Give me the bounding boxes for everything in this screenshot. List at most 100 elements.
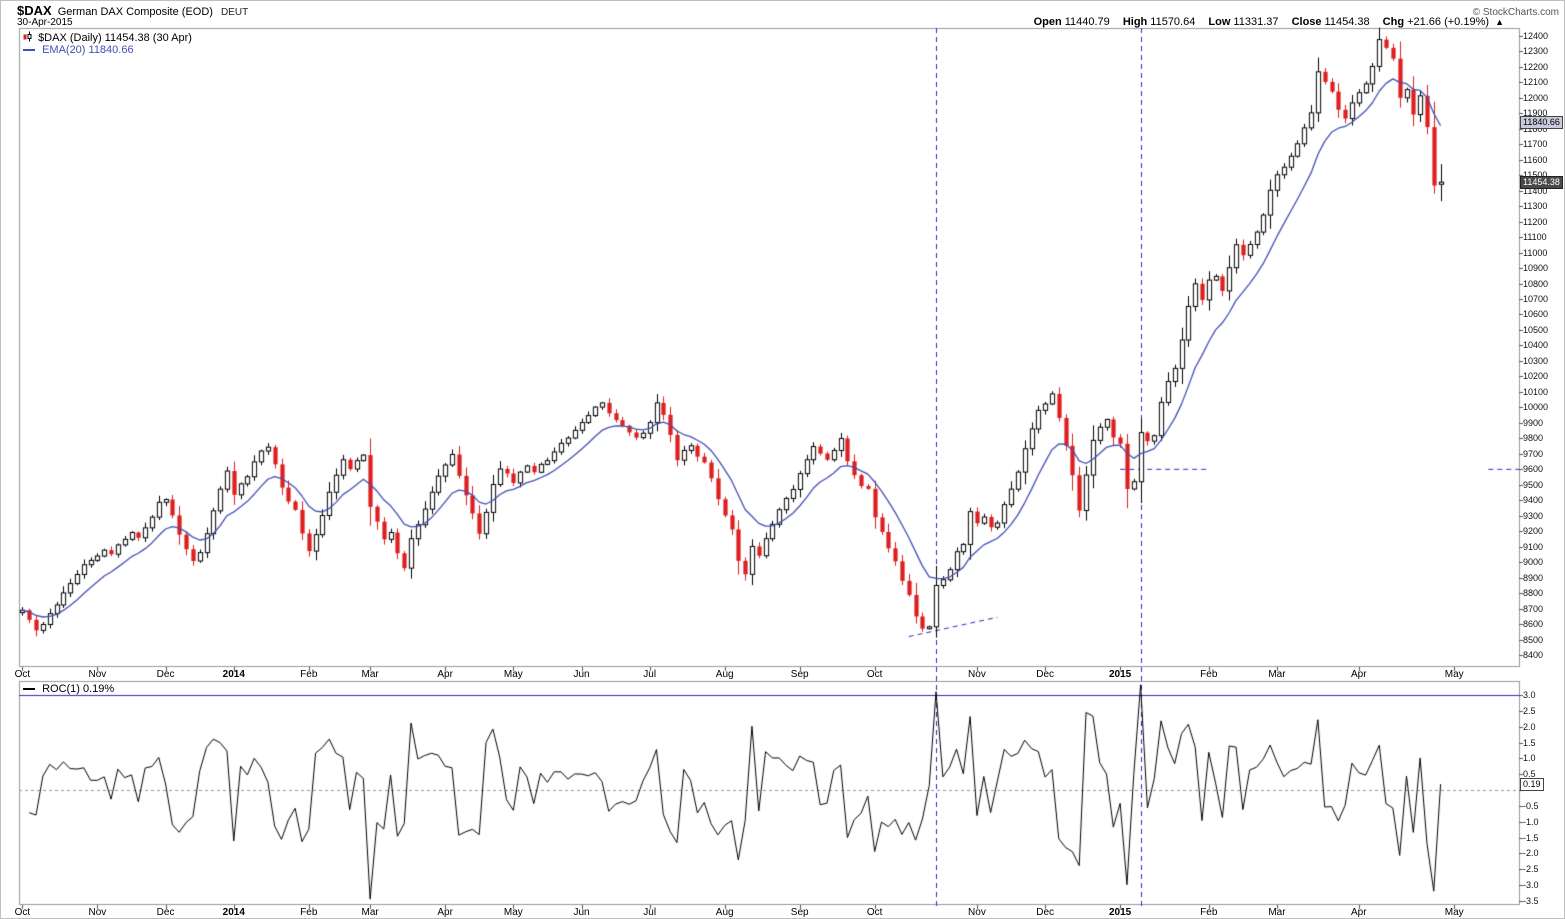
ema-line-swatch-icon: [23, 49, 35, 52]
roc-axis-tick-label: 3.0: [1523, 690, 1536, 701]
x-axis-label: Feb: [300, 669, 318, 680]
y-axis-tick-label: 12300: [1523, 46, 1549, 57]
x-axis-label: Jul: [643, 669, 657, 680]
x-axis-label: Feb: [1200, 669, 1218, 680]
chart-header: $DAX German DAX Composite (EOD) DEUT © S…: [17, 3, 1559, 18]
x-axis-label: Mar: [361, 907, 379, 918]
high-value: 11570.64: [1150, 16, 1196, 28]
x-axis-label: Dec: [156, 669, 175, 680]
y-axis-tick-label: 10000: [1523, 402, 1549, 413]
chart-date: 30-Apr-2015: [17, 17, 73, 28]
low-label: Low: [1208, 16, 1231, 28]
y-axis-tick-label: 11100: [1523, 232, 1547, 243]
x-axis-label: 2014: [222, 907, 245, 918]
y-axis-tick-label: 8700: [1523, 603, 1544, 614]
chg-label: Chg: [1382, 16, 1405, 28]
y-axis-tick-label: 12400: [1523, 30, 1549, 41]
close-value: 11454.38: [1324, 16, 1370, 28]
y-axis-tick-label: 11300: [1523, 201, 1548, 212]
open-value: 11440.79: [1064, 16, 1110, 28]
x-axis-label: Nov: [88, 907, 107, 918]
symbol-title: German DAX Composite (EOD): [57, 6, 213, 18]
x-axis-label: Aug: [715, 907, 734, 918]
x-axis-label: Nov: [88, 669, 107, 680]
ema-price-tag: 11840.66: [1520, 116, 1563, 129]
x-axis-label: Apr: [1350, 907, 1367, 918]
x-axis-label: Oct: [866, 669, 883, 680]
y-axis-tick-label: 9100: [1523, 541, 1544, 552]
y-axis-tick-label: 10600: [1523, 309, 1549, 320]
roc-axis-tick-label: -2.5: [1523, 864, 1539, 875]
x-axis-label: May: [503, 907, 523, 918]
x-axis-label: Oct: [14, 907, 31, 918]
main-legend: $DAX (Daily) 11454.38 (30 Apr): [23, 31, 192, 45]
roc-legend-label: ROC(1) 0.19%: [42, 683, 115, 695]
x-axis-label: Feb: [300, 907, 318, 918]
y-axis-tick-label: 10800: [1523, 278, 1549, 289]
ema-legend-label: EMA(20) 11840.66: [42, 44, 134, 56]
x-axis-label: Mar: [361, 669, 379, 680]
x-axis-label: Jun: [573, 907, 590, 918]
change-up-icon: ▲: [1495, 17, 1504, 27]
y-axis-tick-label: 11400: [1523, 185, 1548, 196]
high-label: High: [1122, 16, 1148, 28]
last-price-tag: 11454.38: [1520, 176, 1563, 189]
x-axis-label: May: [1444, 907, 1464, 918]
chg-value: +21.66 (+0.19%): [1407, 16, 1490, 28]
x-axis-label: Mar: [1268, 907, 1286, 918]
x-axis-label: Dec: [1036, 907, 1055, 918]
y-axis-tick-label: 12200: [1523, 61, 1549, 72]
roc-axis-tick-label: 2.5: [1523, 706, 1536, 717]
roc-axis-tick-label: -2.0: [1523, 848, 1539, 859]
x-axis-label: Nov: [968, 907, 986, 918]
roc-axis-tick-label: -1.0: [1523, 816, 1539, 827]
x-axis-label: May: [503, 669, 523, 680]
roc-value-tag: 0.19: [1520, 778, 1544, 791]
copyright-label: © StockCharts.com: [1472, 7, 1559, 18]
x-axis-label: Dec: [156, 907, 175, 918]
y-axis-tick-label: 11500: [1523, 170, 1547, 180]
x-axis-label: Mar: [1268, 669, 1286, 680]
ema-legend: EMA(20) 11840.66: [23, 44, 134, 56]
x-axis-label: Apr: [1350, 669, 1367, 680]
x-axis-label: Apr: [437, 669, 453, 680]
y-axis-tick-label: 9000: [1523, 557, 1544, 568]
x-axis-label: May: [1444, 669, 1464, 680]
x-axis-label: Sep: [790, 669, 809, 680]
y-axis-tick-label: 9700: [1523, 448, 1544, 459]
y-axis-tick-label: 8600: [1523, 619, 1544, 630]
y-axis-tick-label: 11700: [1523, 139, 1548, 150]
roc-legend: ROC(1) 0.19%: [23, 683, 114, 695]
y-axis-tick-label: 8400: [1523, 650, 1544, 661]
exchange-code: DEUT: [220, 7, 249, 18]
y-axis-tick-label: 9300: [1523, 510, 1544, 521]
quote-row: 30-Apr-2015 Open 11440.79 High 11570.64 Lo…: [17, 16, 1504, 28]
symbol: $DAX: [17, 3, 52, 18]
y-axis-tick-label: 10300: [1523, 355, 1549, 366]
x-axis-label: Apr: [437, 907, 453, 918]
roc-axis-tick-label: 2.0: [1523, 721, 1536, 732]
roc-axis-tick-label: -3.0: [1523, 880, 1539, 891]
y-axis-tick-label: 9400: [1523, 495, 1544, 506]
y-axis-tick-label: 10500: [1523, 324, 1549, 335]
x-axis-label: Oct: [866, 907, 883, 918]
y-axis-tick-label: 12100: [1523, 77, 1549, 88]
x-axis-label: Aug: [715, 669, 734, 680]
ohlc-quote: Open 11440.79 High 11570.64 Low 11331.37 Cl…: [1024, 16, 1504, 28]
y-axis-tick-label: 11000: [1523, 247, 1548, 258]
y-axis-tick-label: 9900: [1523, 417, 1544, 428]
x-axis-label: Feb: [1200, 907, 1218, 918]
candlestick-icon: [23, 31, 32, 45]
roc-axis-tick-label: 0.5: [1523, 769, 1536, 780]
roc-axis-tick-label: -0.5: [1523, 800, 1539, 811]
x-axis-label: 2015: [1109, 669, 1132, 680]
open-label: Open: [1033, 16, 1062, 28]
y-axis-tick-label: 10200: [1523, 371, 1549, 382]
x-axis-label: Jun: [573, 669, 590, 680]
y-axis-tick-label: 12000: [1523, 92, 1549, 103]
y-axis-tick-label: 8800: [1523, 588, 1544, 599]
x-axis-label: Sep: [790, 907, 809, 918]
low-value: 11331.37: [1233, 16, 1279, 28]
